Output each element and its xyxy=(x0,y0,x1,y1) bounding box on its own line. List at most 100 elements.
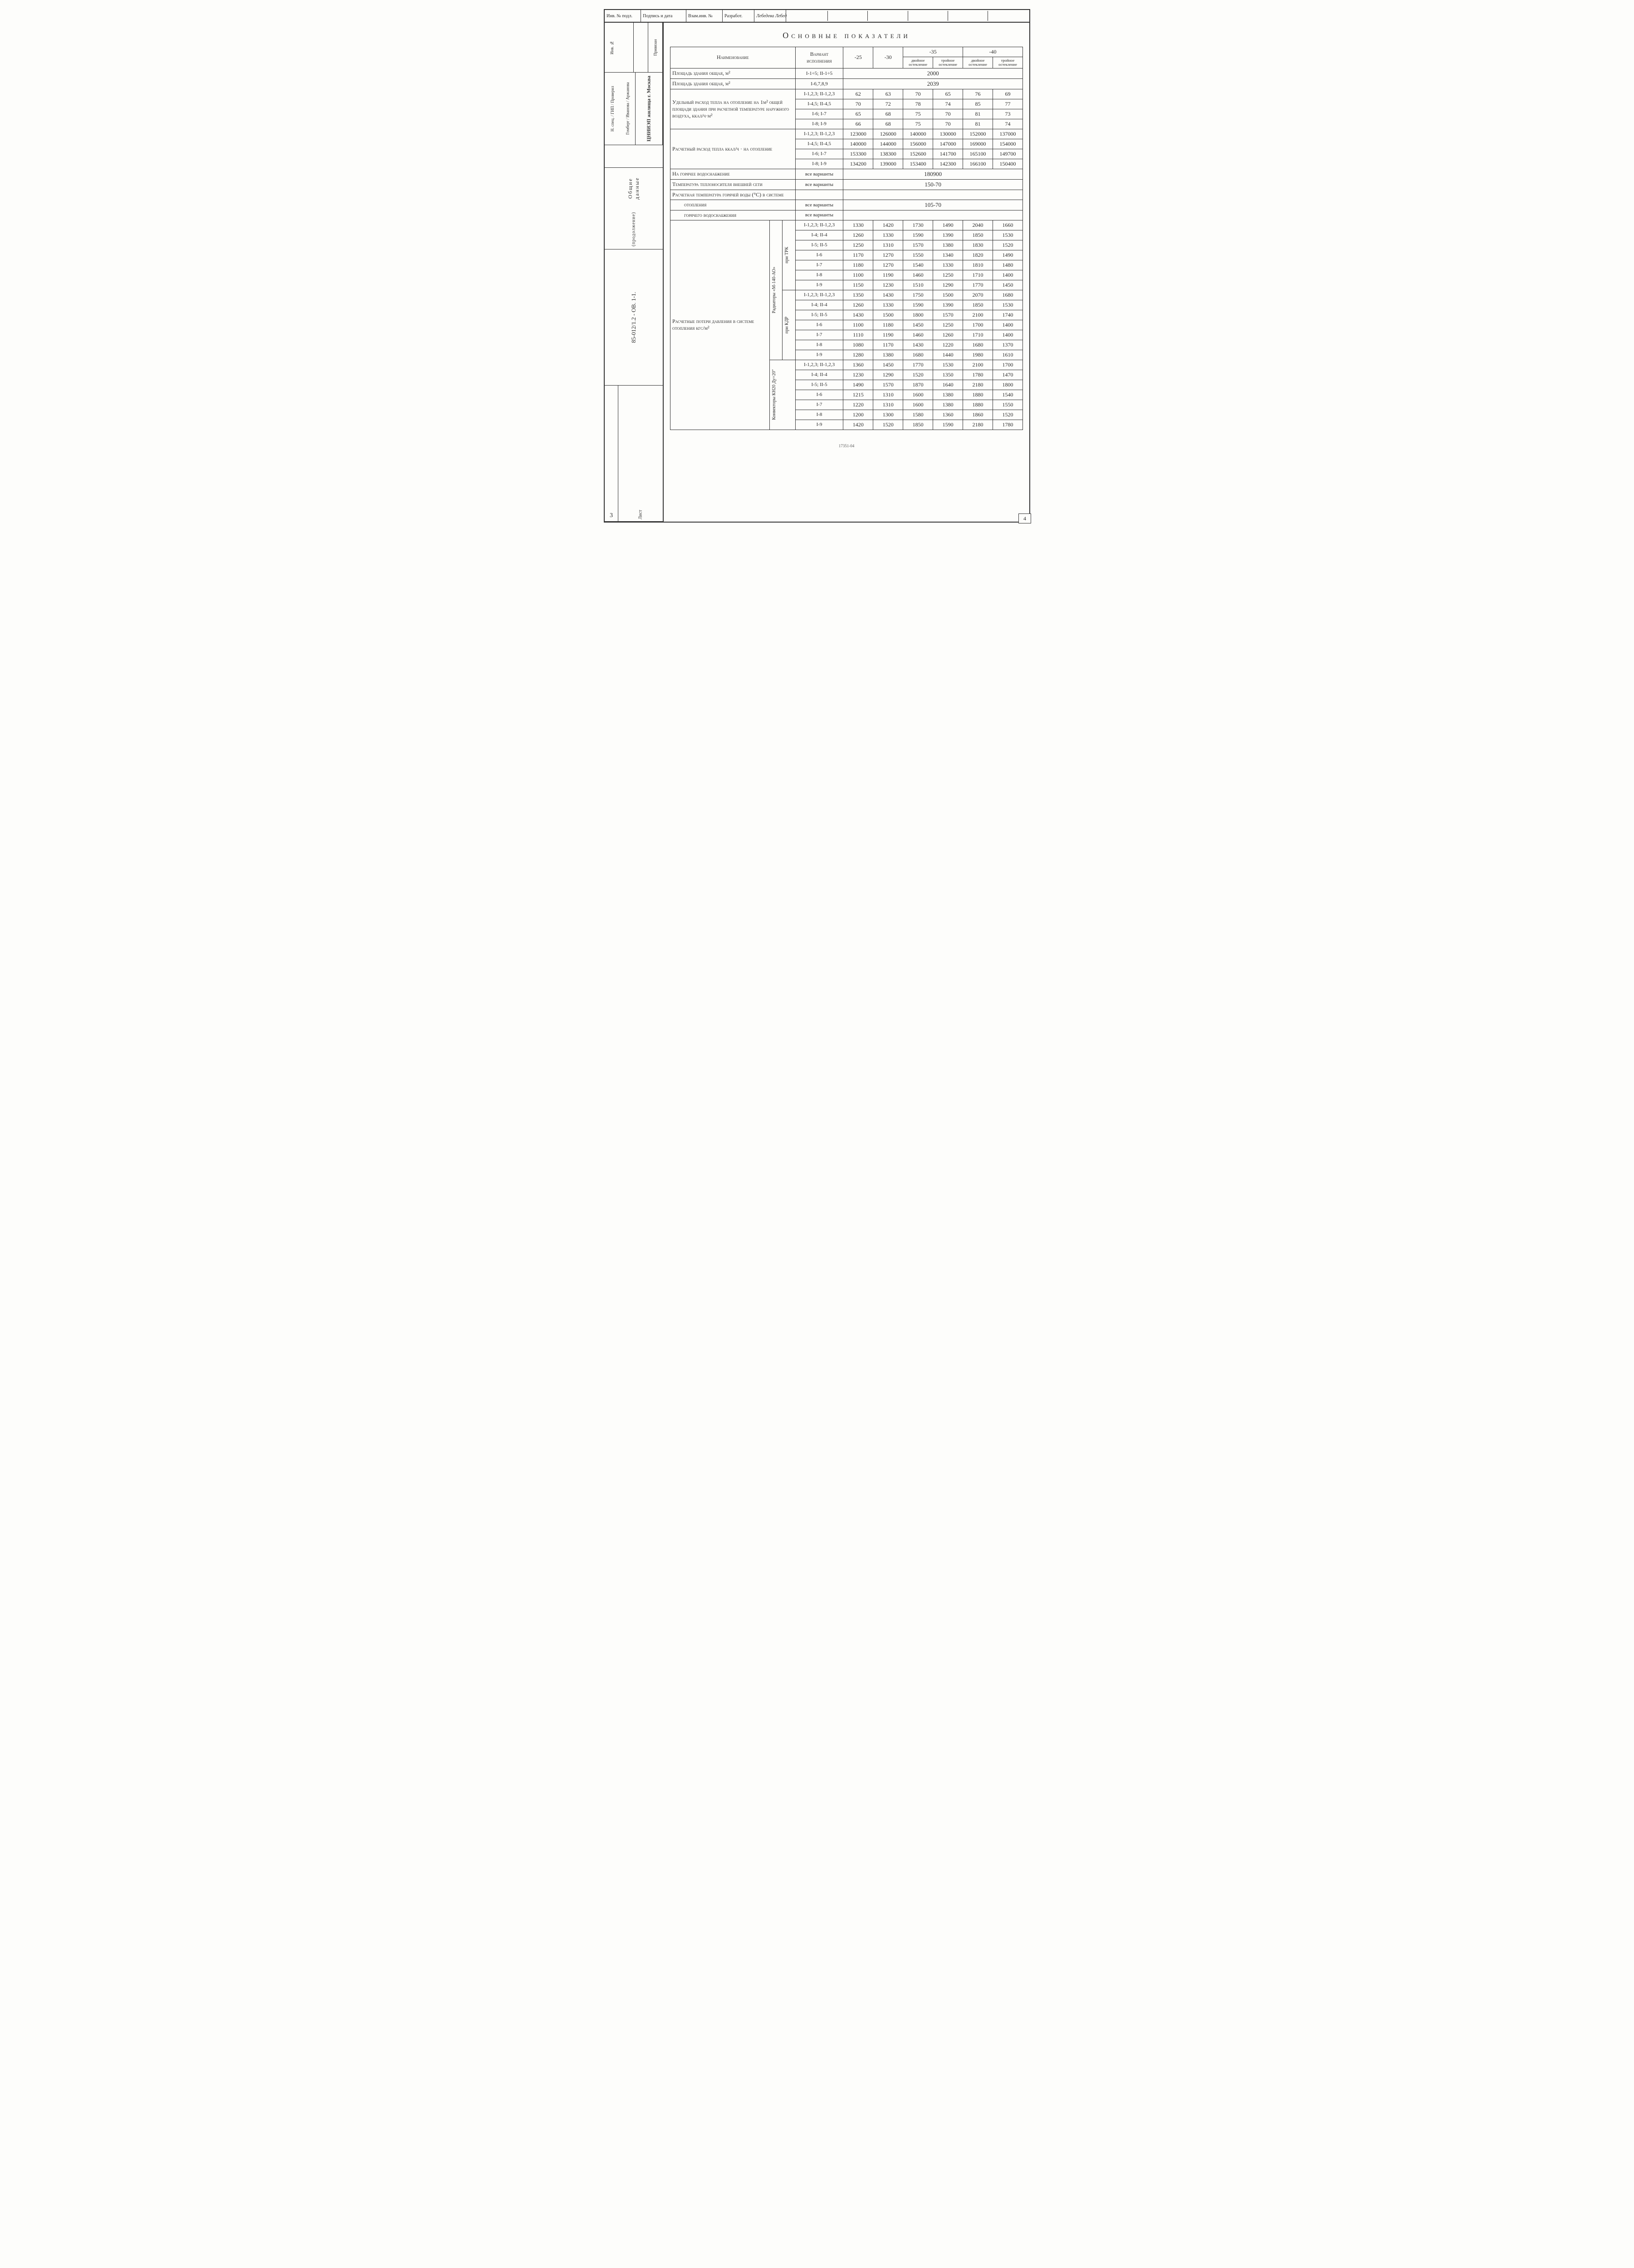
group-outer-cell: Радиаторы «М-140-АО» xyxy=(770,220,783,360)
num-cell: 65 xyxy=(843,109,873,119)
num-cell: 1400 xyxy=(993,320,1022,330)
num-cell: 1080 xyxy=(843,340,873,350)
var-cell: I-8; I-9 xyxy=(795,119,843,129)
developer-name: Лебедева Лебед xyxy=(754,10,786,22)
num-cell: 1310 xyxy=(873,240,903,250)
num-cell: 1520 xyxy=(903,370,933,380)
num-cell: 140000 xyxy=(843,139,873,149)
developed-label: Разработ. xyxy=(723,10,754,22)
num-cell: 1740 xyxy=(993,310,1022,320)
var-cell: I-1,2,3; II-1,2,3 xyxy=(795,89,843,99)
num-cell: 73 xyxy=(993,109,1022,119)
hdr-40-dbl: двойное остекление xyxy=(963,57,993,68)
num-cell: 1260 xyxy=(843,230,873,240)
num-cell: 140000 xyxy=(903,129,933,139)
num-cell: 1460 xyxy=(903,330,933,340)
num-cell: 1180 xyxy=(873,320,903,330)
sheet-label: Лист xyxy=(618,386,663,521)
num-cell: 1850 xyxy=(963,300,993,310)
name-cell: На горячее водоснабжение xyxy=(670,169,796,179)
num-cell: 1550 xyxy=(903,250,933,260)
inv-no-label: Инв. № подл. xyxy=(605,10,641,22)
num-cell: 144000 xyxy=(873,139,903,149)
num-cell: 1380 xyxy=(933,240,963,250)
strip-org: ЦНИИЭП жилища г. Москва xyxy=(636,73,663,145)
num-cell: 152600 xyxy=(903,149,933,159)
num-cell: 1360 xyxy=(843,360,873,370)
num-cell: 154000 xyxy=(993,139,1022,149)
num-cell: 1600 xyxy=(903,390,933,400)
num-cell: 1710 xyxy=(963,330,993,340)
table-row: горячего водоснабжения все варианты xyxy=(670,210,1023,220)
num-cell: 166100 xyxy=(963,159,993,169)
name-cell: Расчетные потери давления в системе отоп… xyxy=(670,220,770,430)
num-cell: 2100 xyxy=(963,310,993,320)
num-cell: 1880 xyxy=(963,390,993,400)
num-cell: 1110 xyxy=(843,330,873,340)
num-cell: 1680 xyxy=(903,350,933,360)
name-cell: Расчетная температура горячей воды (°С) … xyxy=(670,190,796,200)
var-cell: I-8 xyxy=(795,410,843,420)
num-cell: 1520 xyxy=(993,410,1022,420)
num-cell: 1190 xyxy=(873,330,903,340)
strip-bound: Привязан xyxy=(648,23,663,72)
strip-inv: Инв. № xyxy=(605,23,619,72)
strip-roles: Н. спец. / ГИП / Проверил xyxy=(605,73,620,145)
num-cell: 1730 xyxy=(903,220,933,230)
left-stamp-strip: Инв. № Привязан Н. спец. / ГИП / Провери… xyxy=(605,23,664,522)
num-cell: 2040 xyxy=(963,220,993,230)
name-cell: отопления xyxy=(670,200,796,210)
num-cell: 72 xyxy=(873,99,903,109)
table-row: Температура теплоносителя внешней сети в… xyxy=(670,179,1023,190)
var-cell: I-6 xyxy=(795,250,843,260)
sheet-number: 3 xyxy=(605,386,618,521)
num-cell: 1590 xyxy=(903,300,933,310)
var-cell: I-8; I-9 xyxy=(795,159,843,169)
strip-blank2 xyxy=(634,23,648,72)
table-row: Удельный расход тепла на отопление на 1м… xyxy=(670,89,1023,99)
num-cell: 1470 xyxy=(993,370,1022,380)
var-cell: I-6; I-7 xyxy=(795,109,843,119)
num-cell: 1490 xyxy=(843,380,873,390)
var-cell: I-7 xyxy=(795,330,843,340)
span-cell: 180900 xyxy=(843,169,1023,179)
num-cell: 1170 xyxy=(843,250,873,260)
num-cell: 139000 xyxy=(873,159,903,169)
num-cell: 1980 xyxy=(963,350,993,360)
num-cell: 70 xyxy=(933,119,963,129)
num-cell: 1430 xyxy=(873,290,903,300)
var-cell: I-6 xyxy=(795,320,843,330)
num-cell: 1570 xyxy=(933,310,963,320)
num-cell: 1460 xyxy=(903,270,933,280)
num-cell: 1230 xyxy=(843,370,873,380)
num-cell: 1590 xyxy=(933,420,963,430)
num-cell: 1230 xyxy=(873,280,903,290)
num-cell: 1400 xyxy=(993,330,1022,340)
num-cell: 1770 xyxy=(903,360,933,370)
num-cell: 152000 xyxy=(963,129,993,139)
var-cell: все варианты xyxy=(795,169,843,179)
num-cell: 1340 xyxy=(933,250,963,260)
drawing-code: 85-012/1.2 - ОВ. 1-1. xyxy=(605,249,663,385)
num-cell: 1280 xyxy=(843,350,873,360)
num-cell: 1190 xyxy=(873,270,903,280)
num-cell: 1330 xyxy=(843,220,873,230)
num-cell: 123000 xyxy=(843,129,873,139)
num-cell: 1570 xyxy=(873,380,903,390)
num-cell: 147000 xyxy=(933,139,963,149)
num-cell: 1580 xyxy=(903,410,933,420)
hdr-40-trp: тройное остекление xyxy=(993,57,1022,68)
num-cell: 1770 xyxy=(963,280,993,290)
num-cell: 1290 xyxy=(933,280,963,290)
span-cell: 2039 xyxy=(843,78,1023,89)
var-cell: I-8 xyxy=(795,340,843,350)
num-cell: 1510 xyxy=(903,280,933,290)
num-cell: 1530 xyxy=(993,300,1022,310)
num-cell: 1250 xyxy=(843,240,873,250)
strip-block-2: Н. спец. / ГИП / Проверил Гомберг / Иван… xyxy=(605,73,663,145)
num-cell: 1380 xyxy=(933,390,963,400)
var-cell: I-1÷5; II-1÷5 xyxy=(795,68,843,78)
num-cell: 1250 xyxy=(933,270,963,280)
num-cell: 1100 xyxy=(843,270,873,280)
num-cell: 134200 xyxy=(843,159,873,169)
